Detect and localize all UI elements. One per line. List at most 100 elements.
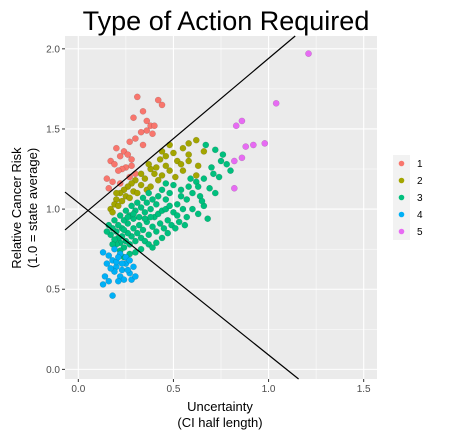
data-point-series-3 xyxy=(208,164,215,171)
data-point-series-2 xyxy=(179,144,187,152)
data-point-series-2 xyxy=(151,170,158,178)
x-tick-label: 1.5 xyxy=(357,384,371,395)
data-point-series-2 xyxy=(118,197,126,205)
legend-marker-2 xyxy=(398,177,405,184)
data-point-series-3 xyxy=(147,205,154,213)
data-point-series-1 xyxy=(114,167,122,174)
data-point-series-2 xyxy=(162,152,170,160)
data-point-series-3 xyxy=(158,234,166,242)
data-point-series-3 xyxy=(173,212,181,219)
data-point-series-1 xyxy=(149,130,156,138)
data-point-series-2 xyxy=(158,172,166,179)
y-tick-label: 1.5 xyxy=(46,124,60,135)
data-point-series-3 xyxy=(135,221,143,229)
data-point-series-1 xyxy=(151,122,158,130)
data-point-series-1 xyxy=(132,135,139,142)
data-point-series-3 xyxy=(164,229,172,237)
data-point-series-4 xyxy=(105,252,113,259)
legend-label-1: 1 xyxy=(417,159,423,170)
data-point-series-3 xyxy=(149,244,156,251)
data-point-series-4 xyxy=(103,260,111,267)
axes: 0.0 0.5 1.0 1.5 0.0 0.5 1.0 1.5 2.0 xyxy=(46,44,371,395)
data-point-series-5 xyxy=(261,140,269,147)
data-point-series-3 xyxy=(124,213,132,221)
data-point-series-4 xyxy=(105,277,113,285)
data-point-series-3 xyxy=(198,197,206,205)
data-point-series-3 xyxy=(181,221,189,229)
data-point-series-1 xyxy=(139,141,147,149)
data-point-series-5 xyxy=(232,122,240,130)
data-point-series-5 xyxy=(238,117,246,125)
data-point-series-3 xyxy=(122,207,130,215)
data-point-series-1 xyxy=(111,160,118,168)
data-point-series-3 xyxy=(147,213,154,221)
data-point-series-3 xyxy=(128,202,135,210)
data-point-series-3 xyxy=(145,189,153,197)
data-point-series-5 xyxy=(250,141,257,149)
data-point-series-3 xyxy=(130,210,137,218)
data-point-series-3 xyxy=(130,225,137,232)
legend-label-5: 5 xyxy=(417,227,423,238)
data-point-series-3 xyxy=(166,202,173,210)
data-point-series-5 xyxy=(231,184,238,192)
data-point-series-1 xyxy=(103,175,111,182)
data-point-series-1 xyxy=(113,144,120,152)
data-point-series-3 xyxy=(158,186,166,194)
data-point-series-2 xyxy=(114,202,122,210)
data-point-series-2 xyxy=(194,162,202,170)
data-point-series-4 xyxy=(109,292,116,299)
data-point-series-3 xyxy=(133,229,141,237)
data-point-series-2 xyxy=(185,157,192,165)
data-point-series-3 xyxy=(223,160,231,168)
data-point-series-5 xyxy=(305,50,312,57)
y-tick-label: 0.5 xyxy=(46,285,60,296)
data-point-series-3 xyxy=(133,199,141,206)
data-point-series-2 xyxy=(162,162,170,170)
data-point-series-2 xyxy=(133,189,141,197)
x-tick-label: 0.5 xyxy=(166,384,180,395)
reference-lines xyxy=(64,35,299,380)
y-tick-label: 2.0 xyxy=(46,44,60,55)
data-point-series-1 xyxy=(128,162,135,170)
legend-marker-3 xyxy=(398,194,405,201)
data-point-series-3 xyxy=(153,239,160,247)
data-point-series-2 xyxy=(177,160,185,168)
data-point-series-3 xyxy=(111,217,118,224)
x-tick-label: 1.0 xyxy=(262,384,276,395)
data-point-series-3 xyxy=(210,170,217,178)
data-point-series-3 xyxy=(162,180,170,187)
data-point-series-3 xyxy=(177,186,185,194)
y-axis-title-line2: (1.0 = state average) xyxy=(25,148,40,268)
data-point-series-3 xyxy=(120,226,128,234)
data-point-series-2 xyxy=(137,170,145,178)
data-point-series-3 xyxy=(156,220,164,227)
data-point-series-3 xyxy=(187,175,194,182)
data-point-series-2 xyxy=(141,175,149,182)
data-point-series-4 xyxy=(101,273,109,280)
y-tick-label: 1.0 xyxy=(46,205,60,216)
x-axis-title-line1: Uncertainty xyxy=(187,399,253,414)
data-point-series-5 xyxy=(272,100,280,107)
data-point-series-1 xyxy=(132,170,139,178)
data-point-series-2 xyxy=(147,183,154,190)
data-point-series-2 xyxy=(145,160,153,168)
legend-marker-5 xyxy=(398,228,405,235)
data-point-series-2 xyxy=(192,172,200,179)
y-axis-title-line1: Relative Cancer Risk xyxy=(9,147,24,269)
legend-label-4: 4 xyxy=(417,210,423,221)
data-point-series-2 xyxy=(172,173,179,181)
data-point-series-3 xyxy=(139,194,147,202)
data-point-series-4 xyxy=(124,266,132,274)
data-point-series-2 xyxy=(166,141,173,149)
data-point-series-3 xyxy=(200,175,208,182)
data-point-series-2 xyxy=(185,140,192,147)
data-point-series-3 xyxy=(204,215,211,223)
data-point-series-1 xyxy=(137,128,145,136)
data-point-series-1 xyxy=(143,117,151,125)
data-point-series-3 xyxy=(116,212,124,219)
data-point-series-4 xyxy=(111,245,118,253)
data-point-series-3 xyxy=(206,184,213,192)
y-tick-label: 0.0 xyxy=(46,365,60,376)
data-point-series-3 xyxy=(189,205,196,213)
